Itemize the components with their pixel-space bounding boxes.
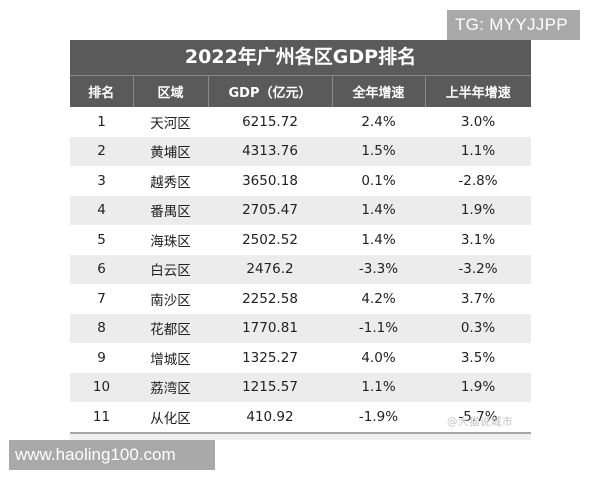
cell-gdp: 2476.2 [208,254,332,284]
cell-rank: 9 [70,343,133,373]
cell-annual-growth: 4.2% [332,284,425,314]
cell-district: 南沙区 [133,284,208,314]
table-row: 4 番禺区 2705.47 1.4% 1.9% [70,195,531,225]
cell-annual-growth: 4.0% [332,343,425,373]
table-row: 6 白云区 2476.2 -3.3% -3.2% [70,254,531,284]
cell-annual-growth: 1.4% [332,195,425,225]
cell-annual-growth: 1.5% [332,136,425,166]
cell-rank: 7 [70,284,133,314]
cell-h1-growth: 1.9% [425,372,531,402]
table-row: 10 荔湾区 1215.57 1.1% 1.9% [70,372,531,402]
cell-gdp: 3650.18 [208,166,332,196]
cell-h1-growth: 3.1% [425,225,531,255]
cell-gdp: 6215.72 [208,107,332,137]
table-row: 2 黄埔区 4313.76 1.5% 1.1% [70,136,531,166]
cell-district: 天河区 [133,107,208,137]
cell-gdp: 2252.58 [208,284,332,314]
cell-gdp: 1215.57 [208,372,332,402]
cell-rank: 6 [70,254,133,284]
cell-gdp: 4313.76 [208,136,332,166]
table-row: 3 越秀区 3650.18 0.1% -2.8% [70,166,531,196]
table-bottom-strip [70,433,531,440]
table-row: 11 从化区 410.92 -1.9% -5.7% [70,402,531,432]
cell-district: 海珠区 [133,225,208,255]
cell-district: 花都区 [133,313,208,343]
cell-gdp: 410.92 [208,402,332,432]
cell-annual-growth: 1.4% [332,225,425,255]
table-row: 1 天河区 6215.72 2.4% 3.0% [70,107,531,137]
cell-gdp: 1325.27 [208,343,332,373]
cell-district: 增城区 [133,343,208,373]
table-row: 5 海珠区 2502.52 1.4% 3.1% [70,225,531,255]
cell-h1-growth: -2.8% [425,166,531,196]
cell-h1-growth: 1.1% [425,136,531,166]
cell-gdp: 1770.81 [208,313,332,343]
cell-annual-growth: -1.9% [332,402,425,432]
cell-annual-growth: 0.1% [332,166,425,196]
cell-district: 黄埔区 [133,136,208,166]
cell-district: 荔湾区 [133,372,208,402]
cell-h1-growth: -3.2% [425,254,531,284]
cell-rank: 5 [70,225,133,255]
cell-h1-growth: 3.7% [425,284,531,314]
cell-gdp: 2502.52 [208,225,332,255]
cell-annual-growth: -1.1% [332,313,425,343]
cell-h1-growth: -5.7% [425,402,531,432]
table-bottom-border [70,431,531,434]
table-row: 8 花都区 1770.81 -1.1% 0.3% [70,313,531,343]
cell-rank: 8 [70,313,133,343]
site-watermark: www.haoling100.com [9,440,215,470]
cell-district: 越秀区 [133,166,208,196]
cell-gdp: 2705.47 [208,195,332,225]
header-annual-growth: 全年增速 [331,76,425,107]
header-rank: 排名 [70,76,133,107]
cell-rank: 3 [70,166,133,196]
data-table: 排名 区域 GDP（亿元） 全年增速 上半年增速 1 天河区 6215.72 2.4%… [70,76,531,432]
cell-annual-growth: -3.3% [332,254,425,284]
header-row: 排名 区域 GDP（亿元） 全年增速 上半年增速 [70,76,531,107]
cell-h1-growth: 0.3% [425,313,531,343]
cell-h1-growth: 3.5% [425,343,531,373]
cell-district: 白云区 [133,254,208,284]
header-h1-growth: 上半年增速 [424,76,531,107]
gdp-ranking-table: 2022年广州各区GDP排名 排名 区域 GDP（亿元） 全年增速 上半年增速 … [70,40,531,440]
table-title: 2022年广州各区GDP排名 [70,40,531,76]
cell-rank: 11 [70,402,133,432]
cell-annual-growth: 1.1% [332,372,425,402]
cell-rank: 4 [70,195,133,225]
cell-district: 从化区 [133,402,208,432]
cell-district: 番禺区 [133,195,208,225]
header-district: 区域 [132,76,208,107]
cell-rank: 2 [70,136,133,166]
header-gdp: GDP（亿元） [207,76,332,107]
tg-watermark: TG: MYYJJPP [447,10,580,40]
cell-rank: 10 [70,372,133,402]
table-row: 7 南沙区 2252.58 4.2% 3.7% [70,284,531,314]
cell-h1-growth: 1.9% [425,195,531,225]
cell-h1-growth: 3.0% [425,107,531,137]
cell-rank: 1 [70,107,133,137]
table-row: 9 增城区 1325.27 4.0% 3.5% [70,343,531,373]
overlay-watermark: @大猫说城市 [447,416,513,428]
cell-annual-growth: 2.4% [332,107,425,137]
